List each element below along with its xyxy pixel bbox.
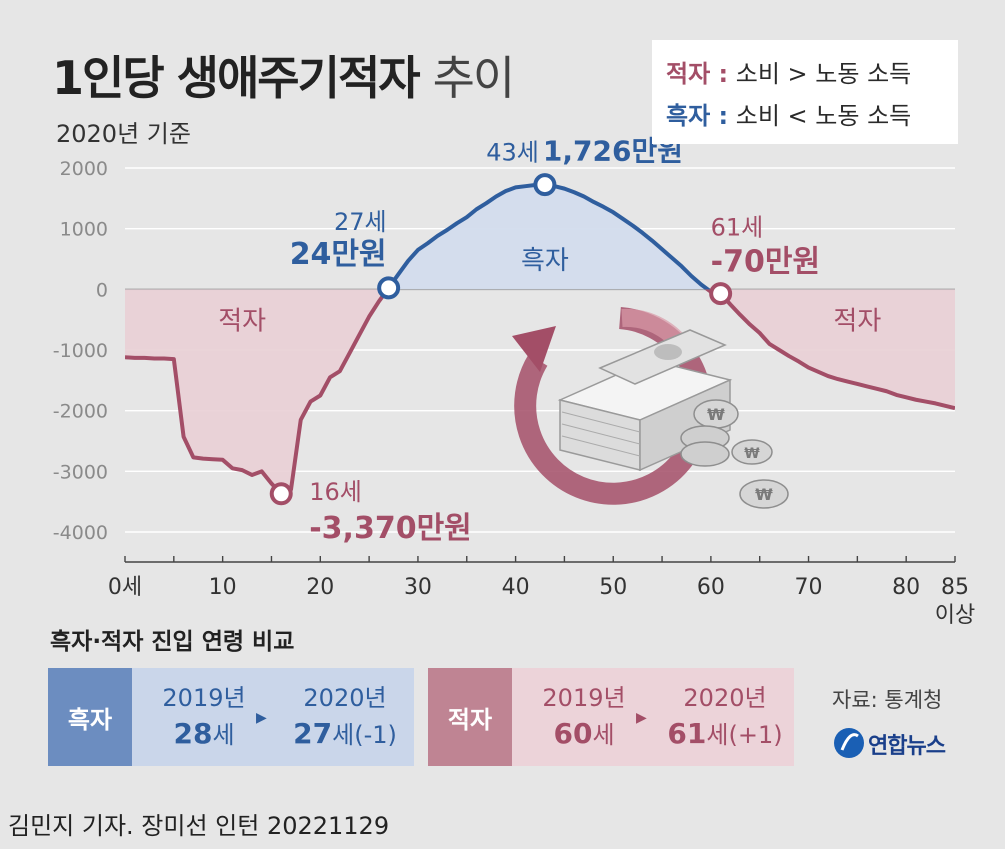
x-tick-label: 20: [306, 575, 334, 600]
y-tick-label: -3000: [53, 461, 108, 483]
y-tick-label: 1000: [60, 219, 108, 241]
deficit-to: 2020년 61세(+1): [660, 680, 790, 753]
y-tick-label: -2000: [53, 401, 108, 423]
annotation-value: -3,370만원: [309, 511, 472, 546]
x-tick-label: 60: [697, 575, 725, 600]
deficit-change: (+1): [728, 721, 783, 749]
legend-deficit: 적자 : 소비 > 노동 소득: [666, 54, 911, 89]
title-suffix: 추이: [432, 51, 516, 105]
surplus-comparison: 흑자 2019년 28세 ▶ 2020년 27세(-1): [48, 668, 414, 766]
deficit-from: 2019년 60세: [524, 680, 644, 753]
deficit-from-age: 60: [553, 717, 593, 750]
page-subtitle: 2020년 기준: [56, 120, 191, 148]
surplus-area: [125, 184, 955, 290]
surplus-from-unit: 세: [212, 721, 235, 749]
title-main: 1인당 생애주기적자: [52, 51, 421, 105]
chart-ticks: 2000 1000 0 -1000 -2000 -3000 -4000 0세 10 20 30 40 5…: [53, 158, 975, 628]
x-tick-label: 50: [599, 575, 627, 600]
x-tick-label: 이상: [935, 603, 975, 628]
annotation-value: 24만원: [290, 237, 387, 272]
svg-text:₩: ₩: [755, 485, 773, 504]
surplus-change: (-1): [354, 721, 397, 749]
annotation-age: 43세: [486, 139, 539, 167]
svg-text:₩: ₩: [707, 405, 725, 424]
brand-globe-icon: [834, 728, 864, 758]
data-point-marker: [709, 282, 733, 306]
svg-text:₩: ₩: [744, 446, 760, 462]
surplus-to: 2020년 27세(-1): [280, 680, 410, 753]
y-tick-label: -1000: [53, 340, 108, 362]
legend-surplus-desc: 소비 < 노동 소득: [735, 102, 912, 130]
deficit-area: [125, 289, 955, 494]
won-coins-icon: ₩ ₩ ₩: [680, 399, 789, 509]
x-tick-label: 10: [209, 575, 237, 600]
annotation-age: 16세: [309, 478, 362, 506]
region-label: 적자: [833, 307, 881, 337]
data-point-marker: [533, 173, 557, 197]
surplus-to-age: 27: [293, 717, 333, 750]
money-cycle-illustration: ₩ ₩ ₩: [512, 307, 789, 509]
source-note: 자료: 통계청: [832, 688, 943, 712]
deficit-comparison: 적자 2019년 60세 ▶ 2020년 61세(+1): [428, 668, 794, 766]
legend: 적자 : 소비 > 노동 소득 흑자 : 소비 < 노동 소득: [652, 40, 958, 144]
deficit-to-year: 2020년: [683, 684, 767, 712]
x-tick-label: 0세: [108, 575, 142, 600]
banknote-stack-icon: [557, 329, 733, 472]
surplus-from-year: 2019년: [162, 684, 246, 712]
deficit-from-unit: 세: [592, 721, 615, 749]
page-title: 1인당 생애주기적자 추이: [52, 42, 516, 108]
legend-surplus: 흑자 : 소비 < 노동 소득: [666, 96, 911, 131]
deficit-to-unit: 세: [706, 721, 729, 749]
annotation-age: 61세: [711, 214, 764, 242]
region-label: 흑자: [521, 246, 569, 276]
chart-areas: [125, 184, 955, 494]
deficit-arrow-icon: ▶: [636, 710, 647, 726]
x-tick-label: 30: [404, 575, 432, 600]
legend-deficit-desc: 소비 > 노동 소득: [735, 60, 912, 88]
surplus-from-age: 28: [173, 717, 213, 750]
data-point-marker: [377, 276, 401, 300]
x-tick-label: 70: [795, 575, 823, 600]
y-tick-label: -4000: [53, 522, 108, 544]
surplus-from: 2019년 28세: [144, 680, 264, 753]
annotation-value: -70만원: [711, 245, 820, 280]
data-point-marker: [269, 482, 293, 506]
x-tick-label: 40: [502, 575, 530, 600]
x-tick-label: 85: [941, 575, 969, 600]
legend-surplus-key: 흑자 :: [666, 102, 729, 130]
deficit-from-year: 2019년: [542, 684, 626, 712]
surplus-comparison-label: 흑자: [48, 668, 132, 766]
deficit-line: [125, 289, 955, 496]
brand-logo: 연합뉴스: [832, 726, 982, 760]
deficit-comparison-label: 적자: [428, 668, 512, 766]
annotation-age: 27세: [334, 208, 387, 236]
comparison-title: 흑자·적자 진입 연령 비교: [50, 629, 295, 655]
region-label: 적자: [218, 307, 266, 337]
byline: 김민지 기자. 장미선 인턴 20221129: [8, 812, 390, 840]
brand-name: 연합뉴스: [868, 734, 946, 759]
surplus-arrow-icon: ▶: [256, 710, 267, 726]
deficit-to-age: 61: [667, 717, 707, 750]
surplus-to-year: 2020년: [303, 684, 387, 712]
y-tick-label: 2000: [60, 158, 108, 180]
cycle-arrow-head-icon: [512, 326, 556, 372]
legend-deficit-key: 적자 :: [666, 60, 729, 88]
x-tick-label: 80: [892, 575, 920, 600]
surplus-to-unit: 세: [332, 721, 355, 749]
y-tick-label: 0: [96, 279, 108, 301]
